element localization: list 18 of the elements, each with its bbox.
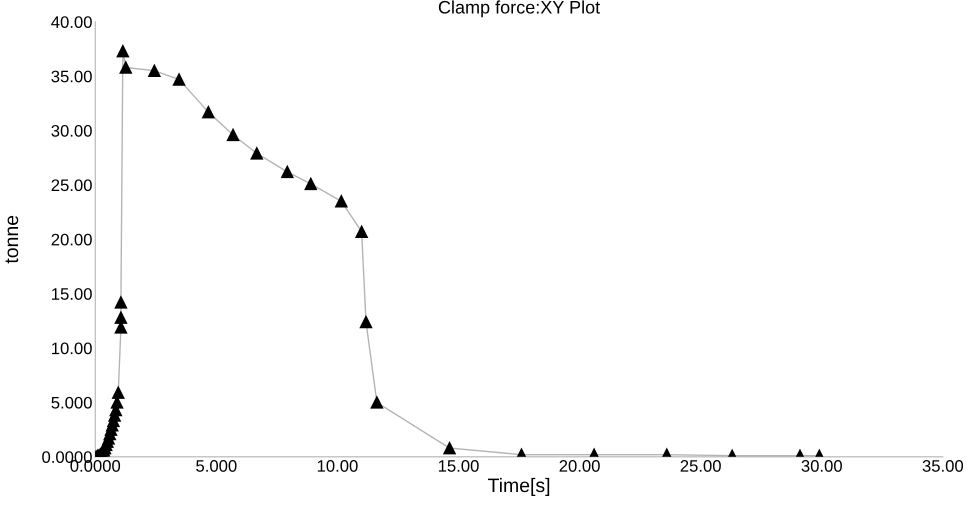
chart-title: Clamp force:XY Plot	[438, 0, 600, 18]
x-tick-label: 20.00	[560, 460, 600, 472]
y-tick-label: 35.00	[51, 70, 92, 82]
x-tick-label: 5.000	[196, 460, 237, 472]
y-tick-label: 30.00	[51, 124, 92, 137]
y-tick-label: 15.00	[52, 288, 92, 300]
x-axis-title: Time[s]	[488, 478, 550, 496]
y-tick-label: 20.00	[52, 234, 92, 246]
x-tick-label: 35.00	[922, 460, 964, 472]
y-tick-label: 40.00	[51, 16, 92, 28]
x-tick-label: 15.00	[438, 460, 479, 472]
y-tick-label: 25.00	[52, 179, 92, 192]
y-tick-label: 5.000	[51, 396, 92, 409]
x-tick-label: 10.00	[318, 460, 358, 472]
y-axis-title: tonne	[5, 216, 18, 264]
x-tick-label: 30.00	[802, 460, 842, 472]
y-tick-label: 10.00	[52, 342, 92, 354]
x-tick-label: 25.00	[680, 460, 721, 472]
